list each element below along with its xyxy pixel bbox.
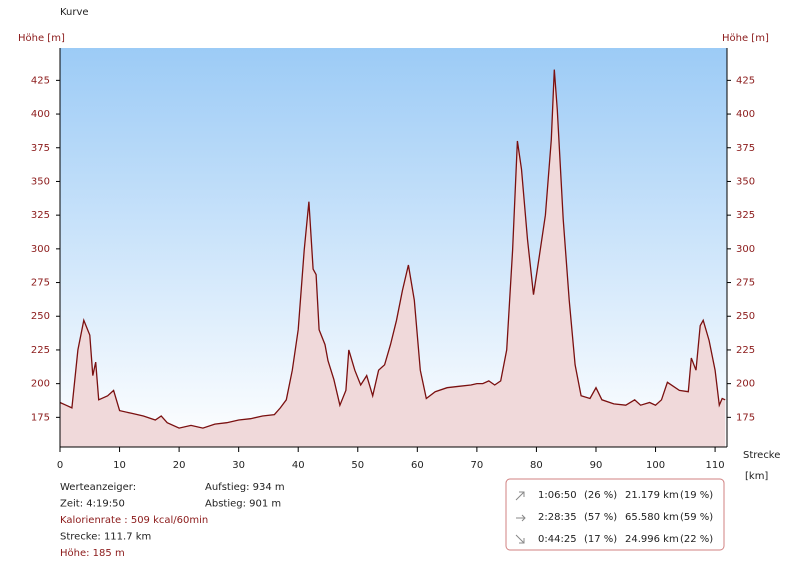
x-axis-label: Strecke xyxy=(743,450,780,461)
y-tick-label: 250 xyxy=(31,311,50,322)
stat-icons xyxy=(515,491,526,544)
info-text: Aufstieg: 934 m xyxy=(205,482,285,493)
info-text: Zeit: 4:19:50 xyxy=(60,499,125,510)
x-tick-label: 100 xyxy=(646,460,665,471)
y2-axis-label: Höhe [m] xyxy=(722,33,769,44)
y2-tick-label: 325 xyxy=(736,210,755,221)
x-tick-label: 40 xyxy=(292,460,305,471)
stat-cell: (26 %) xyxy=(584,490,617,501)
y-tick-label: 375 xyxy=(31,143,50,154)
stats-box xyxy=(505,478,725,551)
y2-tick-label: 350 xyxy=(736,176,755,187)
y-tick-label: 225 xyxy=(31,345,50,356)
stat-cell: 21.179 km xyxy=(625,490,679,501)
x-tick-label: 90 xyxy=(590,460,603,471)
y2-tick-label: 250 xyxy=(736,311,755,322)
stat-cell: (57 %) xyxy=(584,512,617,523)
x-tick-label: 50 xyxy=(351,460,364,471)
y-tick-label: 400 xyxy=(31,109,50,120)
y2-tick-label: 200 xyxy=(736,379,755,390)
y2-tick-label: 175 xyxy=(736,412,755,423)
y-tick-label: 200 xyxy=(31,379,50,390)
y-tick-label: 425 xyxy=(31,75,50,86)
x-axis-unit: [km] xyxy=(745,471,768,482)
x-tick-label: 10 xyxy=(113,460,126,471)
y2-tick-label: 375 xyxy=(736,143,755,154)
y2-tick-label: 425 xyxy=(736,75,755,86)
stat-cell: 2:28:35 xyxy=(538,512,577,523)
x-tick-label: 20 xyxy=(173,460,186,471)
y2-tick-label: 275 xyxy=(736,278,755,289)
stat-cell: (17 %) xyxy=(584,534,617,545)
elevation-line xyxy=(59,69,726,429)
y2-tick-label: 300 xyxy=(736,244,755,255)
y-tick-label: 275 xyxy=(31,278,50,289)
info-text: Abstieg: 901 m xyxy=(205,499,281,510)
y2-tick-label: 225 xyxy=(736,345,755,356)
y2-tick-label: 400 xyxy=(736,109,755,120)
y-tick-label: 325 xyxy=(31,210,50,221)
y-tick-label: 300 xyxy=(31,244,50,255)
stat-cell: 1:06:50 xyxy=(538,490,577,501)
stat-cell: (19 %) xyxy=(680,490,713,501)
info-text: Werteanzeiger: xyxy=(60,482,136,493)
info-text: Strecke: 111.7 km xyxy=(60,532,151,543)
area-fill xyxy=(60,69,726,447)
y-tick-label: 350 xyxy=(31,176,50,187)
x-tick-label: 30 xyxy=(232,460,245,471)
y-axis-label: Höhe [m] xyxy=(18,33,65,44)
stat-cell: 65.580 km xyxy=(625,512,679,523)
x-tick-label: 60 xyxy=(411,460,424,471)
stat-cell: (59 %) xyxy=(680,512,713,523)
stat-cell: 24.996 km xyxy=(625,534,679,545)
x-tick-label: 80 xyxy=(530,460,543,471)
x-tick-label: 0 xyxy=(57,460,63,471)
stat-cell: (22 %) xyxy=(680,534,713,545)
info-text: Höhe: 185 m xyxy=(60,548,125,559)
chart-title: Kurve xyxy=(60,7,89,18)
x-tick-label: 110 xyxy=(706,460,725,471)
info-text: Kalorienrate : 509 kcal/60min xyxy=(60,515,208,526)
y-tick-label: 175 xyxy=(31,412,50,423)
stat-cell: 0:44:25 xyxy=(538,534,577,545)
x-tick-label: 70 xyxy=(471,460,484,471)
